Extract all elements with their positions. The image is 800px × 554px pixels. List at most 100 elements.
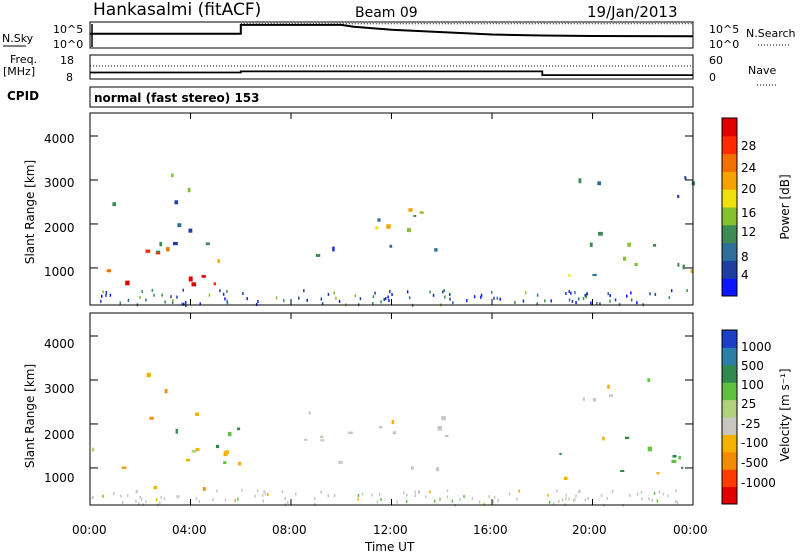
power-cell-142	[452, 301, 454, 305]
velocity-cell-22	[338, 461, 343, 464]
power-cell-110	[176, 295, 178, 299]
power-cell-69	[496, 296, 499, 300]
velocity-cell-101	[216, 489, 218, 493]
power-cell-16	[171, 173, 174, 178]
velocity-cell-40	[656, 472, 660, 475]
power-cell-109	[614, 298, 617, 302]
power-cell-67	[208, 293, 211, 297]
power-cell-72	[119, 301, 121, 305]
power-y-tick-2000: 2000	[44, 221, 75, 235]
power-cell-123	[327, 292, 330, 296]
velocity-cell-106	[558, 500, 560, 503]
velocity-cell-147	[139, 495, 141, 499]
x-tick-0000: 00:00	[72, 523, 107, 537]
power-cell-73	[388, 299, 390, 302]
velocity-cell-115	[492, 500, 495, 504]
power-cbar-tick-8: 8	[741, 250, 749, 264]
nsky-label: N.Sky	[2, 32, 34, 45]
nsky-tick-top: 10^5	[53, 23, 83, 36]
velocity-cell-145	[497, 499, 499, 502]
velocity-cell-111	[641, 497, 643, 501]
power-cell-163	[275, 296, 278, 300]
power-cell-39	[623, 256, 627, 261]
power-cell-117	[372, 301, 374, 305]
velocity-cell-125	[376, 500, 379, 504]
power-cell-64	[444, 295, 446, 299]
power-cell-17	[177, 223, 182, 228]
velocity-cell-56	[262, 499, 264, 503]
power-cell-46	[597, 181, 602, 186]
nsky-tick-bottom: 10^0	[53, 38, 83, 51]
power-colorbar-seg-4	[722, 207, 737, 226]
nsearch-label: N.Search	[746, 27, 796, 40]
power-cell-60	[242, 292, 244, 295]
velocity-cell-144	[263, 490, 265, 493]
power-cbar-tick-24: 24	[741, 161, 756, 175]
power-cbar-tick-20: 20	[741, 182, 756, 196]
power-cell-54	[514, 300, 516, 304]
velocity-cell-69	[675, 489, 677, 493]
power-colorbar-seg-2	[722, 242, 737, 261]
power-cell-76	[524, 291, 527, 295]
velocity-cell-113	[516, 497, 518, 501]
power-cell-106	[385, 297, 387, 300]
nsky-lines	[90, 23, 694, 47]
vel-cbar-tick-m1000: -1000	[741, 476, 776, 490]
velocity-cell-21	[303, 438, 308, 441]
velocity-cell-148	[281, 490, 284, 494]
power-cell-114	[585, 295, 588, 299]
velocity-cell-11	[216, 444, 219, 449]
velocity-cell-84	[313, 496, 316, 500]
power-cell-89	[432, 293, 435, 297]
power-colorbar-seg-6	[722, 171, 737, 190]
velocity-colorbar-seg-8	[722, 347, 737, 366]
velocity-cell-64	[135, 499, 137, 503]
velocity-cell-36	[559, 452, 562, 455]
power-colorbar-seg-5	[722, 189, 737, 208]
x-tick-2400: 00:00	[673, 523, 708, 537]
velocity-cell-92	[122, 500, 124, 504]
velocity-cell-118	[648, 497, 650, 501]
power-cell-137	[172, 299, 174, 302]
power-cell-80	[109, 293, 112, 297]
power-y-axis: 1000 2000 3000 4000	[44, 132, 75, 279]
power-cell-150	[626, 294, 628, 298]
power-cell-148	[153, 293, 155, 297]
velocity-cell-49	[653, 491, 656, 495]
velocity-cell-44	[592, 398, 597, 402]
velocity-colorbar-seg-5	[722, 399, 737, 418]
power-cell-126	[536, 302, 538, 306]
velocity-cell-105	[565, 497, 567, 501]
velocity-cell-37	[620, 470, 625, 472]
power-cell-26	[419, 211, 424, 214]
power-cell-11	[173, 241, 178, 246]
velocity-cell-12	[175, 428, 178, 434]
vel-cbar-tick-100: 100	[741, 378, 764, 392]
power-cell-95	[171, 300, 174, 304]
velocity-cell-34	[602, 436, 605, 441]
velocity-colorbar-seg-4	[722, 417, 737, 435]
power-cell-51	[164, 300, 166, 304]
velocity-cell-150	[405, 500, 408, 504]
velocity-cell-9	[121, 466, 127, 469]
velocity-cell-75	[518, 489, 520, 493]
velocity-cell-104	[403, 491, 405, 495]
power-cbar-tick-16: 16	[741, 206, 756, 220]
velocity-cell-109	[651, 498, 654, 502]
power-cell-140	[359, 297, 362, 301]
freq-line	[90, 70, 693, 76]
velocity-cell-70	[636, 492, 639, 496]
station-title: Hankasalmi (fitACF)	[93, 0, 261, 20]
power-cell-5	[145, 249, 151, 253]
power-cell-1	[191, 282, 197, 287]
power-cell-160	[654, 292, 657, 296]
velocity-cell-162	[371, 493, 373, 497]
power-cell-8	[155, 251, 161, 255]
velocity-cell-57	[113, 492, 115, 495]
velocity-cell-58	[547, 493, 549, 497]
vel-cbar-tick-m500: -500	[741, 456, 768, 470]
power-colorbar-seg-9	[722, 118, 737, 137]
power-cell-14	[188, 228, 193, 233]
power-y-axis-label: Slant Range [km]	[23, 160, 37, 264]
velocity-y-tick-3000: 3000	[44, 382, 75, 396]
